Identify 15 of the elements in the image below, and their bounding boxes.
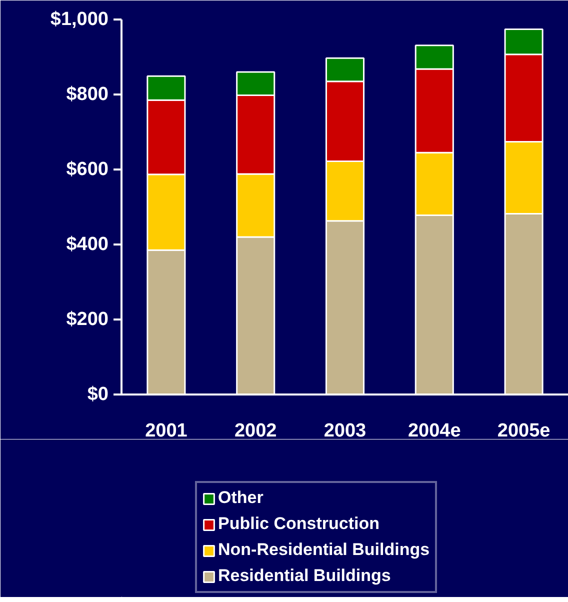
x-tick-label: 2005e <box>497 420 550 442</box>
y-tick-label: $0 <box>87 384 109 405</box>
x-tick-label: 2001 <box>145 420 188 442</box>
legend-label: Non-Residential Buildings <box>218 540 430 560</box>
x-tick-label: 2003 <box>324 420 366 442</box>
y-tick-label: $800 <box>66 84 109 105</box>
y-tick-label: $1,000 <box>50 9 109 30</box>
legend-label: Other <box>218 488 264 508</box>
legend-label: Residential Buildings <box>218 566 391 586</box>
y-tick-label: $400 <box>66 234 109 255</box>
y-tick-label: $600 <box>66 159 109 180</box>
x-tick-label: 2002 <box>234 420 277 442</box>
y-tick-label: $200 <box>66 309 109 330</box>
legend-label: Public Construction <box>218 514 380 534</box>
x-tick-label: 2004e <box>408 420 461 442</box>
